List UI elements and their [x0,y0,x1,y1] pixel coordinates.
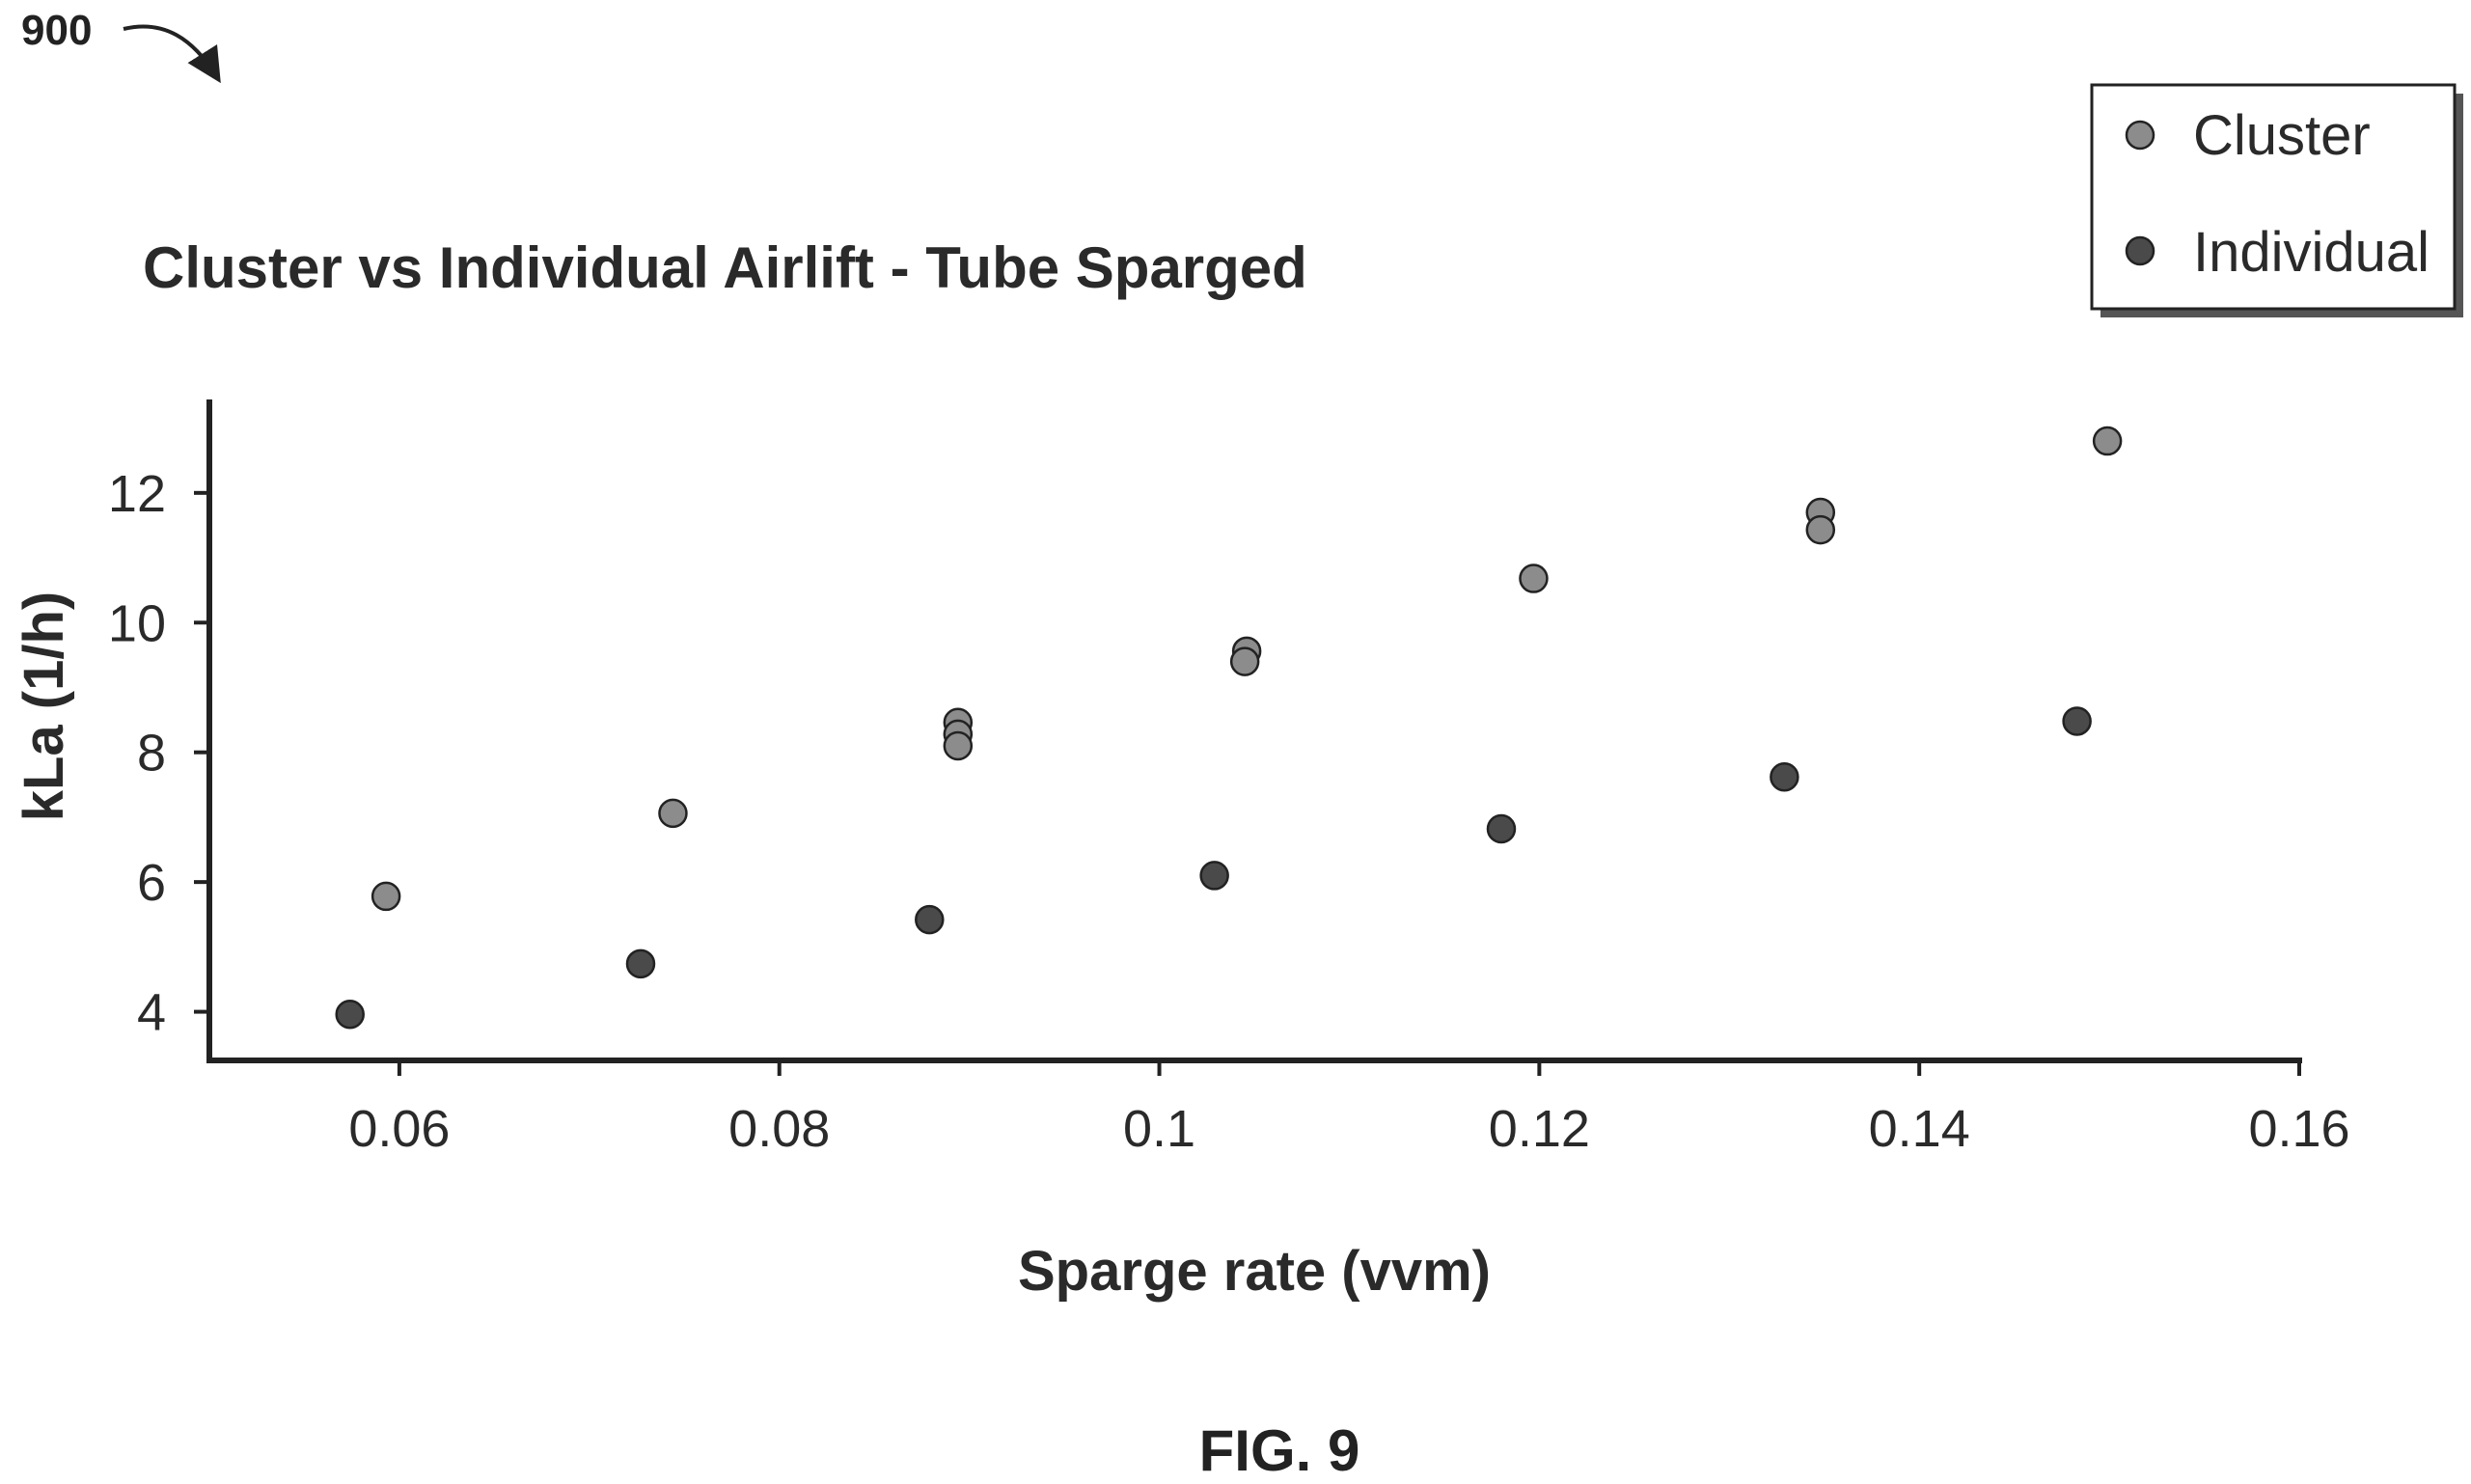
x-axis-label: Sparge rate (vvm) [1018,1240,1491,1303]
figure-caption: FIG. 9 [1199,1418,1360,1483]
x-ticks: 0.06 0.08 0.1 0.12 0.14 0.16 [348,1060,2350,1158]
x-tick-label: 0.12 [1489,1100,1590,1158]
legend-marker-individual [2125,235,2155,266]
legend-box [2090,83,2457,311]
point-individual [2062,706,2092,736]
legend: Cluster Individual [2090,83,2463,317]
figure-ref-arrow [123,24,221,84]
x-tick-label: 0.16 [2248,1100,2349,1158]
y-axis-label: kLa (1/h) [13,591,75,822]
point-cluster [2092,426,2123,456]
point-individual [915,904,945,935]
point-individual [1770,762,1799,792]
data-points [335,426,2123,1030]
point-cluster [943,730,974,761]
chart-title: Cluster vs Individual Airlift - Tube Spa… [143,235,1307,300]
point-cluster [1519,563,1549,593]
point-individual [1486,813,1517,844]
point-cluster [1229,646,1260,676]
x-tick-label: 0.14 [1869,1100,1970,1158]
point-individual [625,948,656,979]
figure-ref-number: 900 [21,7,92,54]
x-tick-label: 0.08 [728,1100,830,1158]
legend-label-individual: Individual [2193,221,2430,284]
point-individual [335,1000,365,1030]
y-tick-label: 4 [137,984,166,1042]
legend-label-cluster: Cluster [2193,104,2371,167]
point-cluster [1805,514,1836,545]
legend-marker-cluster [2125,120,2155,151]
y-tick-label: 10 [108,594,166,652]
y-tick-label: 12 [108,465,166,523]
point-cluster [371,881,401,912]
y-ticks: 4 6 8 10 12 [108,465,209,1042]
y-tick-label: 8 [137,725,166,783]
point-cluster [658,798,688,829]
y-tick-label: 6 [137,854,166,912]
x-tick-label: 0.1 [1123,1100,1195,1158]
point-individual [1199,861,1229,891]
x-tick-label: 0.06 [348,1100,450,1158]
